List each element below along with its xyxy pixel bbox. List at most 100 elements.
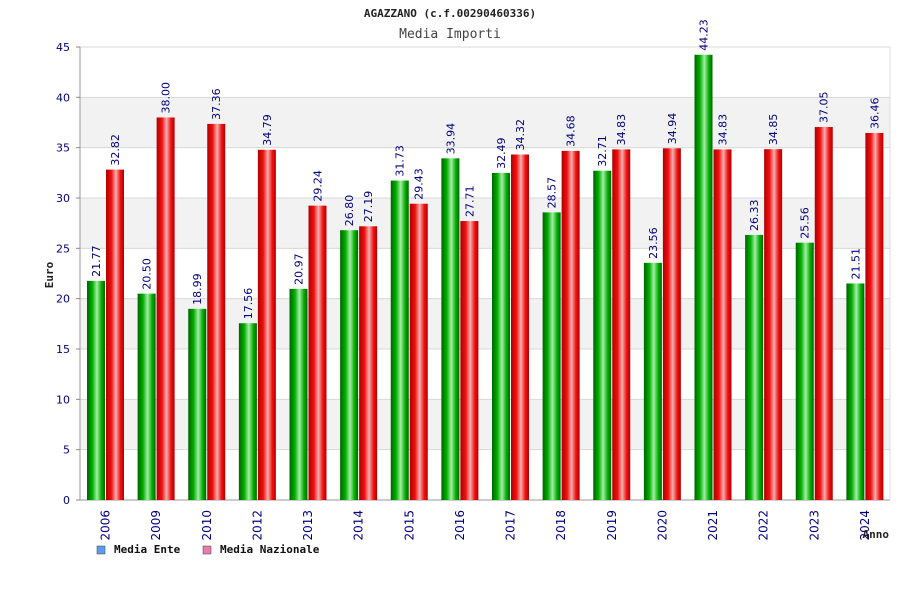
legend-swatch-media-nazionale [202,545,212,555]
x-tick-label-2010: 2010 [200,510,214,541]
x-tick-label-2006: 2006 [99,510,113,541]
bar-media-nazionale-2009 [156,117,175,500]
y-tick-label: 30 [56,192,70,205]
x-tick-label-2015: 2015 [402,510,416,541]
bar-media-ente-2018 [542,212,561,501]
value-label-media-nazionale-2009: 38.00 [160,82,173,114]
x-tick-label-2016: 2016 [453,510,467,541]
y-tick-label: 45 [56,41,70,54]
x-tick-label-2024: 2024 [858,510,872,541]
bar-media-nazionale-2015 [409,203,428,500]
value-labels: 21.77 32.82 20.50 38.00 18.99 37.36 17.56 34.79… [90,19,881,319]
bar-media-nazionale-2024 [865,132,884,500]
legend-label-media-nazionale: Media Nazionale [220,543,320,556]
bar-media-ente-2010 [188,308,207,500]
bar-media-ente-2020 [643,262,662,500]
value-label-media-nazionale-2014: 27.19 [362,191,375,223]
bar-media-nazionale-2023 [814,127,833,500]
x-tick-label-2020: 2020 [655,510,669,541]
y-tick-label: 40 [56,91,70,104]
y-axis-ticks: 0 5 10 15 20 25 30 35 40 45 [56,41,80,507]
y-tick-label: 0 [63,494,70,507]
value-label-media-nazionale-2018: 34.68 [565,115,578,147]
y-axis-label: Euro [43,261,56,288]
value-label-media-ente-2020: 23.56 [647,227,660,259]
bar-media-ente-2015 [390,180,409,501]
bar-media-nazionale-2006 [106,169,124,500]
bar-media-nazionale-2010 [207,123,226,500]
x-tick-label-2014: 2014 [352,510,366,541]
x-tick-label-2022: 2022 [757,510,771,541]
value-label-media-nazionale-2010: 37.36 [210,88,223,120]
bar-media-ente-2021 [694,54,713,500]
bar-media-ente-2024 [846,283,865,500]
value-label-media-nazionale-2006: 32.82 [109,134,122,166]
value-label-media-ente-2018: 28.57 [546,177,559,209]
bar-media-nazionale-2019 [612,149,631,501]
bar-media-nazionale-2014 [359,226,378,500]
y-tick-label: 35 [56,142,70,155]
bars [87,54,884,501]
bar-media-ente-2017 [492,172,510,500]
y-tick-label: 20 [56,293,70,306]
value-label-media-ente-2021: 44.23 [698,19,711,51]
x-tick-label-2021: 2021 [706,510,720,541]
x-axis-label: Anno [863,528,890,541]
x-tick-label-2017: 2017 [504,510,518,541]
y-tick-label: 5 [63,444,70,457]
value-label-media-ente-2019: 32.71 [596,135,609,167]
bar-media-ente-2023 [795,242,814,501]
value-label-media-ente-2017: 32.49 [495,137,508,169]
bar-media-ente-2022 [745,234,764,500]
bar-media-ente-2013 [289,288,308,500]
bar-media-nazionale-2018 [561,150,580,500]
y-tick-label: 25 [56,242,70,255]
x-tick-label-2023: 2023 [807,510,821,541]
value-label-media-ente-2009: 20.50 [141,258,154,290]
y-tick-label: 10 [56,393,70,406]
bar-media-nazionale-2020 [662,148,681,500]
legend-label-media-ente: Media Ente [114,543,181,556]
x-axis-ticks: 2006 2009 2010 2012 2013 2014 2015 2016 2017 2018… [99,510,872,541]
bar-media-ente-2006 [87,280,105,500]
y-tick-label: 15 [56,343,70,356]
bar-media-nazionale-2021 [713,149,732,501]
bar-media-nazionale-2016 [460,221,479,500]
legend-item-media-nazionale: Media Nazionale [202,543,320,556]
x-tick-label-2012: 2012 [250,510,264,541]
x-tick-label-2013: 2013 [301,510,315,541]
value-label-media-ente-2014: 26.80 [343,195,356,227]
value-label-media-nazionale-2017: 34.32 [514,119,527,151]
x-tick-label-2009: 2009 [149,510,163,541]
legend-swatch-media-ente [96,545,106,555]
chart-subtitle: Media Importi [399,27,501,42]
bar-media-nazionale-2012 [257,149,276,500]
bar-media-ente-2016 [441,158,460,500]
chart-title: AGAZZANO (c.f.00290460336) [364,7,536,20]
value-label-media-ente-2016: 33.94 [444,123,457,155]
legend: Media Ente Media Nazionale [96,543,320,556]
value-label-media-nazionale-2012: 34.79 [261,114,274,146]
bar-media-nazionale-2022 [764,149,783,500]
bar-media-nazionale-2017 [511,154,529,500]
value-label-media-ente-2024: 21.51 [849,248,862,280]
value-label-media-nazionale-2013: 29.24 [312,170,325,202]
bar-media-ente-2014 [340,230,359,501]
value-label-media-nazionale-2020: 34.94 [666,113,679,145]
value-label-media-ente-2006: 21.77 [90,245,103,277]
bar-media-nazionale-2013 [308,205,327,500]
value-label-media-nazionale-2022: 34.85 [767,114,780,146]
bar-media-ente-2019 [593,170,612,500]
x-tick-label-2018: 2018 [554,510,568,541]
value-label-media-nazionale-2021: 34.83 [717,114,730,146]
value-label-media-nazionale-2019: 34.83 [615,114,628,146]
value-label-media-nazionale-2023: 37.05 [818,92,831,124]
value-label-media-ente-2012: 17.56 [242,288,255,320]
bar-media-ente-2012 [238,323,257,500]
legend-item-media-ente: Media Ente [96,543,181,556]
value-label-media-ente-2022: 26.33 [748,199,761,231]
value-label-media-ente-2023: 25.56 [799,207,812,239]
value-label-media-nazionale-2016: 27.71 [463,186,476,218]
bar-media-ente-2009 [137,293,156,500]
